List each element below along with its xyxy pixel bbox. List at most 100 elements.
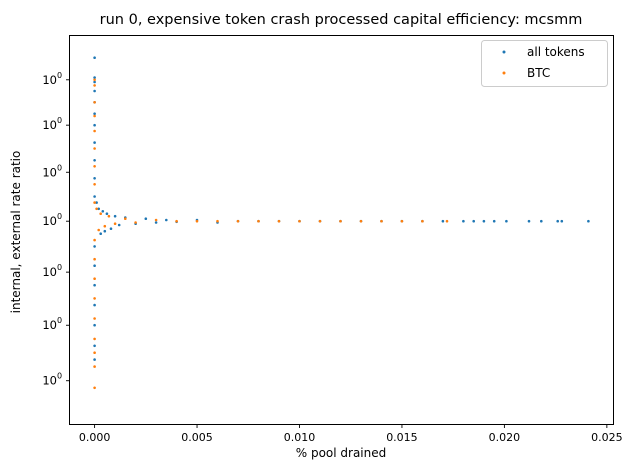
data-point (93, 177, 96, 180)
x-tick-label: 0.000 (79, 431, 111, 444)
data-point (445, 219, 449, 223)
data-point (144, 217, 148, 220)
legend-box (481, 40, 608, 87)
data-point (107, 214, 111, 218)
data-point (93, 183, 96, 186)
data-point (113, 222, 117, 225)
plot-frame (69, 35, 614, 425)
data-point (93, 245, 96, 248)
y-tick-label: 10 (42, 118, 57, 132)
data-point (117, 223, 121, 227)
data-point (482, 219, 486, 223)
data-point (93, 238, 96, 242)
data-point (113, 214, 117, 218)
data-point (93, 114, 96, 118)
series-2 (93, 78, 449, 390)
chart-title: run 0, expensive token crash processed c… (100, 12, 583, 28)
data-point (154, 218, 158, 222)
data-point (93, 141, 96, 144)
y-tick-exponent: 0 (57, 316, 62, 325)
data-point (109, 227, 113, 230)
data-point (93, 337, 96, 341)
data-point (318, 219, 322, 223)
data-point (93, 76, 96, 79)
y-tick-exponent: 0 (57, 263, 62, 272)
y-tick-exponent: 0 (57, 163, 62, 172)
data-point (236, 219, 240, 223)
data-point (95, 201, 98, 204)
data-point (93, 56, 96, 59)
data-point (380, 219, 383, 223)
y-tick-label: 10 (42, 73, 57, 87)
data-point (93, 112, 96, 115)
x-axis-label: % pool drained (296, 446, 387, 460)
data-point (93, 147, 96, 150)
data-point (492, 219, 496, 223)
data-point (93, 78, 96, 82)
data-point (154, 221, 158, 224)
data-point (93, 344, 96, 348)
data-point (93, 80, 96, 84)
data-point (298, 219, 301, 223)
data-point (103, 229, 107, 233)
data-point (124, 217, 127, 220)
data-point (93, 358, 96, 361)
legend-marker (502, 71, 506, 75)
data-point (93, 283, 96, 287)
data-point (93, 159, 96, 162)
x-tick-label: 0.010 (284, 431, 316, 444)
data-point (540, 219, 543, 223)
data-point (99, 212, 102, 215)
data-point (93, 317, 96, 320)
data-point (93, 165, 96, 168)
data-point (560, 219, 564, 223)
data-point (257, 219, 260, 223)
legend-label: BTC (527, 66, 550, 80)
data-point (441, 219, 445, 223)
x-tick-label: 0.025 (591, 431, 623, 444)
data-point (93, 84, 96, 87)
data-point (93, 386, 96, 390)
data-point (97, 228, 100, 232)
data-point (93, 264, 96, 268)
y-axis-label: internal, external rate ratio (9, 151, 23, 314)
data-point (93, 201, 96, 204)
data-point (93, 365, 96, 368)
y-tick-exponent: 0 (57, 372, 62, 381)
legend-marker (502, 50, 506, 54)
data-point (93, 101, 96, 104)
data-point (339, 219, 342, 223)
data-point (400, 219, 404, 223)
data-point (93, 195, 96, 198)
data-point (421, 219, 424, 223)
y-tick-exponent: 0 (57, 116, 62, 125)
data-point (95, 207, 98, 211)
y-tick-exponent: 0 (57, 212, 62, 221)
data-point (93, 297, 96, 300)
data-point (505, 219, 508, 223)
data-points (93, 56, 590, 390)
data-point (101, 210, 105, 213)
data-point (99, 232, 102, 235)
data-point (93, 123, 96, 127)
data-point (462, 219, 465, 223)
y-tick-label: 10 (42, 214, 57, 228)
data-point (556, 219, 559, 223)
data-point (216, 219, 219, 223)
data-point (587, 219, 590, 223)
data-point (93, 257, 96, 261)
data-point (277, 219, 281, 223)
data-point (93, 129, 96, 133)
data-point (93, 351, 96, 355)
data-point (93, 323, 96, 327)
data-point (97, 207, 100, 211)
data-point (472, 219, 476, 223)
data-point (134, 221, 137, 224)
data-point (359, 219, 363, 223)
data-point (195, 219, 199, 223)
x-tick-label: 0.020 (489, 431, 521, 444)
data-point (175, 219, 178, 223)
y-tick-exponent: 0 (57, 71, 62, 80)
